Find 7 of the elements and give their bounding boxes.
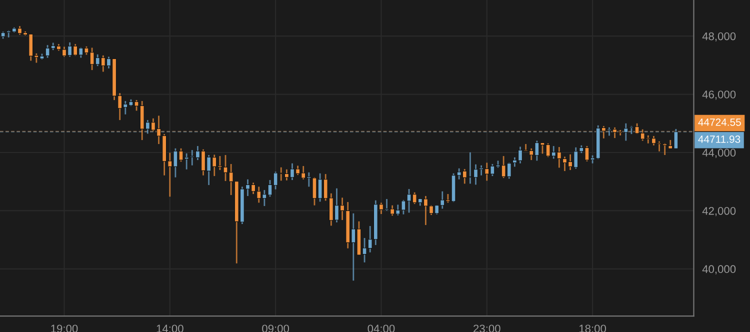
y-tick-label: 46,000: [702, 90, 736, 100]
y-tick-label: 42,000: [702, 206, 736, 216]
y-tick-label: 48,000: [702, 32, 736, 42]
y-tick-label: 44,000: [702, 148, 736, 158]
ref-line-label: 44711.93: [698, 136, 740, 143]
y-tick-label: 40,000: [702, 265, 736, 274]
ref-line-label: 44724.55: [698, 118, 741, 126]
